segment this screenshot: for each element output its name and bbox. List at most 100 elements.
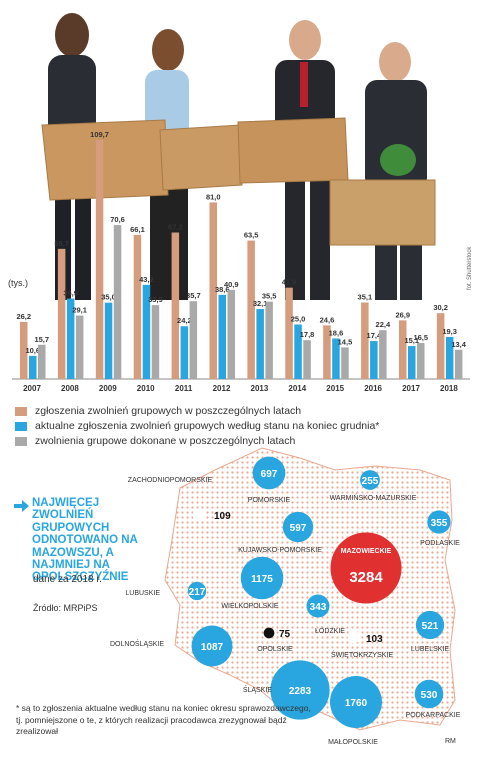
region-label-małopolskie: MAŁOPOLSKIE xyxy=(328,739,378,746)
x-tick-label: 2012 xyxy=(213,384,231,393)
bar-s2-2013 xyxy=(256,309,264,379)
data-label: 17,4 xyxy=(367,331,382,340)
bar-chart: 26,2 10,6 15,7 2007 59,7 36,9 29,1 2008 109,7 35,… xyxy=(12,130,470,393)
region-label-lubelskie: LUBELSKIE xyxy=(411,646,449,653)
data-label: 66,1 xyxy=(130,225,145,234)
region-label-podkarpackie: PODKARPACKIE xyxy=(406,712,461,719)
region-label-świętokrzyskie: ŚWIĘTOKRZYSKIE xyxy=(331,650,393,659)
data-label: 26,2 xyxy=(16,312,31,321)
bar-s2-2015 xyxy=(332,338,340,379)
bubble-kujawsko-pomorskie xyxy=(282,511,314,543)
x-tick-label: 2009 xyxy=(99,384,117,393)
data-label: 15,7 xyxy=(34,335,49,344)
author-initials: RM xyxy=(445,738,456,745)
region-label-kujawsko-pomorskie: KUJAWSKO-POMORSKIE xyxy=(238,547,322,554)
data-label: 32,1 xyxy=(253,299,268,308)
bar-s3-2007 xyxy=(38,344,46,379)
data-label: 30,2 xyxy=(433,303,448,312)
bar-s3-2013 xyxy=(265,301,273,379)
bar-s2-2008 xyxy=(66,298,75,379)
x-tick-label: 2016 xyxy=(364,384,382,393)
data-label: 35,7 xyxy=(186,291,201,300)
bar-s3-2011 xyxy=(189,301,198,379)
x-tick-label: 2007 xyxy=(23,384,41,393)
value-label-podlaskie: 355 xyxy=(431,518,448,529)
source-note: Źródło: MRPiPS xyxy=(33,603,98,613)
data-label: 35,5 xyxy=(262,292,277,301)
value-label-dolnośląskie: 1087 xyxy=(201,642,224,653)
bar-s3-2014 xyxy=(303,340,311,379)
region-label-śląskie: ŚLĄSKIE xyxy=(243,685,273,694)
bubble-podkarpackie xyxy=(414,679,444,709)
data-label: 16,5 xyxy=(413,333,428,342)
x-tick-label: 2015 xyxy=(326,384,344,393)
bar-s1-2014 xyxy=(285,287,293,379)
bar-s2-2014 xyxy=(294,324,302,379)
value-label-łódzkie: 343 xyxy=(310,602,327,613)
region-label-mazowieckie: MAZOWIECKIE xyxy=(341,548,392,555)
bar-s2-2011 xyxy=(180,326,189,379)
bar-s1-2016 xyxy=(361,302,369,379)
bar-s1-2009 xyxy=(95,139,104,379)
date-note: dane za 2018 r. xyxy=(33,574,102,585)
data-label: 81,0 xyxy=(206,192,221,201)
bar-s3-2009 xyxy=(113,225,122,379)
bubble-małopolskie xyxy=(329,675,383,729)
bar-s2-2017 xyxy=(408,346,416,379)
bar-s3-2016 xyxy=(379,330,387,379)
bubble-opolskie xyxy=(263,627,275,639)
region-label-dolnośląskie: DOLNOŚLĄSKIE xyxy=(110,639,164,648)
region-label-opolskie: OPOLSKIE xyxy=(257,646,293,653)
bar-s3-2018 xyxy=(454,349,463,379)
bar-s3-2012 xyxy=(227,289,235,379)
region-label-lubuskie: LUBUSKIE xyxy=(125,590,160,597)
bubble-warmińsko-mazurskie xyxy=(360,470,380,490)
x-tick-label: 2013 xyxy=(251,384,269,393)
data-label: 67,2 xyxy=(168,223,183,232)
bubble-pomorskie xyxy=(252,456,286,490)
data-label: 13,4 xyxy=(451,340,466,349)
bubble-łódzkie xyxy=(306,594,330,618)
region-label-zachodniopomorskie: ZACHODNIOPOMORSKIE xyxy=(128,477,213,484)
region-label-łódzkie: ŁÓDZKIE xyxy=(315,626,345,635)
footnote: * są to zgłoszenia aktualne według stanu… xyxy=(16,703,311,736)
value-label-podkarpackie: 530 xyxy=(421,690,438,701)
value-label-pomorskie: 697 xyxy=(261,469,278,480)
x-tick-label: 2011 xyxy=(175,384,193,393)
bar-s2-2010 xyxy=(142,284,151,379)
bar-s2-2018 xyxy=(445,336,454,379)
value-label-opolskie: 75 xyxy=(279,629,291,640)
value-label-mazowieckie: 3284 xyxy=(349,569,383,586)
x-tick-label: 2018 xyxy=(440,384,458,393)
data-label: 40,9 xyxy=(224,280,239,289)
bar-s3-2015 xyxy=(341,347,349,379)
bar-s1-2012 xyxy=(209,202,217,379)
value-label-lubelskie: 521 xyxy=(422,621,439,632)
bar-s3-2008 xyxy=(75,315,84,379)
bar-s1-2007 xyxy=(20,321,28,379)
poland-outline xyxy=(164,447,456,731)
value-label-wielkopolskie: 1175 xyxy=(251,574,273,585)
bar-s2-2012 xyxy=(218,294,226,379)
data-label: 41,9 xyxy=(282,278,297,287)
cardboard-boxes xyxy=(41,117,436,246)
value-label-małopolskie: 1760 xyxy=(345,698,368,709)
value-label-warmińsko-mazurskie: 255 xyxy=(362,476,379,487)
value-label-kujawsko-pomorskie: 597 xyxy=(290,523,307,534)
data-label: 109,7 xyxy=(90,130,109,139)
data-label: 17,8 xyxy=(300,330,315,339)
bar-s2-2009 xyxy=(104,302,113,379)
bubble-zachodniopomorskie xyxy=(192,508,206,522)
bar-s2-2016 xyxy=(370,341,378,379)
region-label-podlaskie: PODLASKIE xyxy=(420,540,460,547)
value-label-świętokrzyskie: 103 xyxy=(366,634,383,645)
photo-illustration xyxy=(41,13,436,300)
data-label: 35,0 xyxy=(101,293,116,302)
region-label-wielkopolskie: WIELKOPOLSKIE xyxy=(221,603,279,610)
region-label-warmińsko-mazurskie: WARMIŃSKO-MAZURSKIE xyxy=(330,493,417,502)
data-label: 19,3 xyxy=(442,327,457,336)
bubble-podlaskie xyxy=(427,510,451,534)
data-label: 18,6 xyxy=(329,328,344,337)
unit-label: (tys.) xyxy=(8,278,28,288)
value-label-zachodniopomorskie: 109 xyxy=(214,511,231,522)
